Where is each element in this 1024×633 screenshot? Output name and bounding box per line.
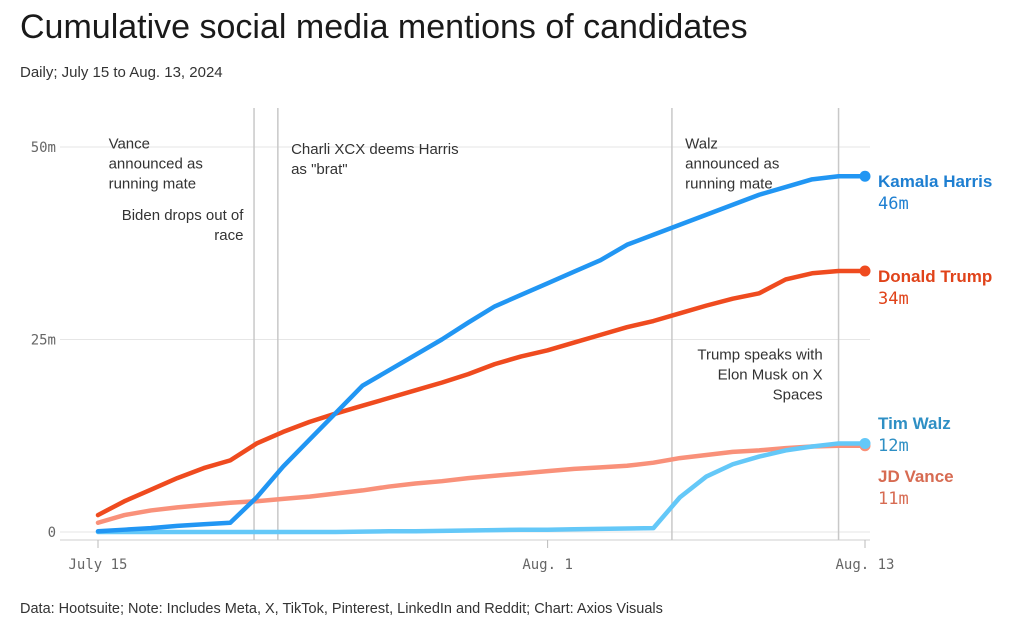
series-endpoint-trump bbox=[859, 265, 871, 277]
series-label-walz: Tim Walz bbox=[878, 414, 951, 433]
series-line-harris bbox=[95, 174, 868, 534]
chart-subtitle: Daily; July 15 to Aug. 13, 2024 bbox=[20, 64, 223, 81]
x-tick-label: July 15 bbox=[68, 557, 127, 573]
event-annotation-3: Walz announced as running mate bbox=[685, 136, 779, 193]
event-annotations: Vance announced as running mate Biden drops… bbox=[109, 108, 840, 540]
event-annotation-1: Biden drops out of race bbox=[122, 207, 245, 244]
x-tick-label: Aug. 13 bbox=[835, 557, 894, 573]
event-annotation-line: announced as bbox=[685, 156, 779, 173]
series-end-labels: Kamala Harris 46m Donald Trump 34m Tim Walz 1… bbox=[878, 172, 992, 509]
series-line-walz bbox=[95, 441, 868, 535]
series-value-trump: 34m bbox=[878, 289, 909, 309]
series-line-vance bbox=[95, 443, 868, 526]
series-lines bbox=[95, 170, 871, 535]
event-annotation-line: Elon Musk on X bbox=[718, 367, 823, 384]
chart-footer: Data: Hootsuite; Note: Includes Meta, X,… bbox=[20, 601, 663, 617]
series-label-harris: Kamala Harris bbox=[878, 172, 992, 191]
series-value-vance: 11m bbox=[878, 489, 909, 509]
x-tick-label: Aug. 1 bbox=[522, 557, 573, 573]
event-annotation-line: announced as bbox=[109, 156, 203, 173]
event-annotation-2: Charli XCX deems Harris as "brat" bbox=[291, 141, 459, 178]
event-annotation-line: running mate bbox=[109, 176, 197, 193]
event-annotation-line: Trump speaks with bbox=[697, 347, 822, 364]
gridlines bbox=[60, 146, 870, 541]
event-annotation-4: Trump speaks with Elon Musk on X Spaces bbox=[697, 347, 822, 404]
event-annotation-0: Vance announced as running mate bbox=[109, 136, 203, 193]
event-annotation-line: as "brat" bbox=[291, 161, 348, 178]
event-annotation-line: Walz bbox=[685, 136, 718, 153]
event-annotation-line: Charli XCX deems Harris bbox=[291, 141, 459, 158]
series-value-harris: 46m bbox=[878, 194, 909, 214]
event-annotation-line: Spaces bbox=[773, 387, 823, 404]
event-annotation-line: Vance bbox=[109, 136, 150, 153]
y-tick-label: 25m bbox=[31, 333, 56, 349]
series-label-trump: Donald Trump bbox=[878, 267, 992, 286]
event-annotation-line: Biden drops out of bbox=[122, 207, 245, 224]
chart-title: Cumulative social media mentions of cand… bbox=[20, 8, 748, 46]
series-endpoint-walz bbox=[859, 437, 871, 449]
series-endpoint-harris bbox=[859, 170, 871, 182]
series-line-trump bbox=[95, 268, 868, 518]
event-annotation-line: race bbox=[214, 227, 243, 244]
y-tick-label: 0 bbox=[48, 525, 56, 541]
y-tick-label: 50m bbox=[31, 140, 56, 156]
series-value-walz: 12m bbox=[878, 436, 909, 456]
series-label-vance: JD Vance bbox=[878, 467, 954, 486]
axis-ticks: 0 25m 50m July 15 Aug. 1 Aug. 13 bbox=[31, 140, 895, 573]
event-annotation-line: running mate bbox=[685, 176, 773, 193]
